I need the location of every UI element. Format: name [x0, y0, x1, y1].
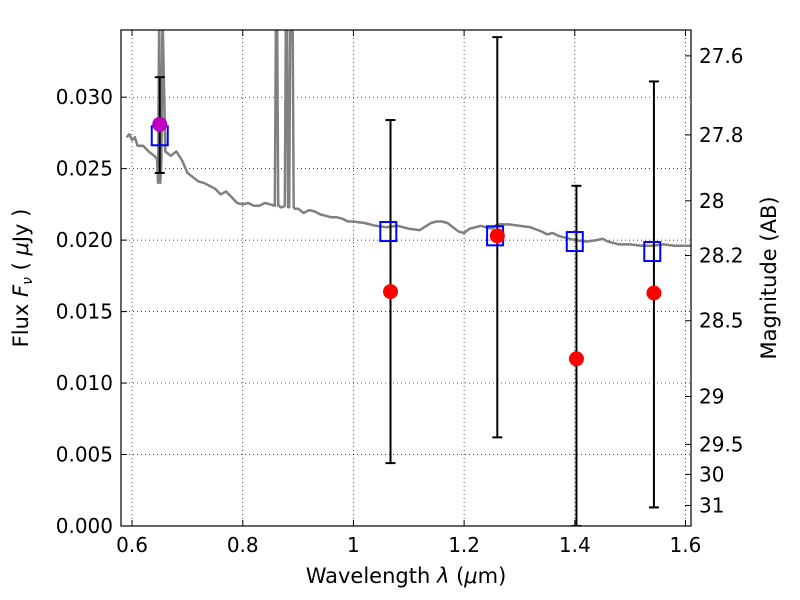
magnitude-tick-label: 29.5: [699, 432, 744, 456]
magnitude-tick-label: 28: [699, 189, 724, 213]
magnitude-tick-label: 27.6: [699, 44, 744, 68]
y-tick-label: 0.005: [56, 443, 113, 467]
observed-point: [568, 351, 584, 367]
model-band-square: [379, 221, 398, 243]
plot-data: [125, 30, 691, 526]
magnitude-tick-label: 27.8: [699, 123, 744, 147]
y-tick-label: 0.030: [56, 85, 113, 109]
x-tick-label: 1: [347, 533, 360, 557]
y-tick-label: 0.025: [56, 157, 113, 181]
magnitude-tick-label: 29: [699, 384, 724, 408]
x-axis-title: Wavelength λ (μm): [306, 564, 507, 588]
x-tick-label: 1.6: [670, 533, 702, 557]
y-tick-label: 0.010: [56, 371, 113, 395]
magnitude-tick-label: 28.2: [699, 244, 744, 268]
observed-point: [383, 284, 399, 300]
observed-point: [152, 116, 168, 132]
y-tick-label: 0.020: [56, 228, 113, 252]
plot-frame: [120, 29, 692, 527]
magnitude-tick-label: 31: [699, 493, 724, 517]
y-axis-title: Flux Fν ( μJy ): [9, 209, 36, 348]
x-tick-label: 0.8: [227, 533, 259, 557]
axis-ticks: 0.6 0.8 1 1.2 1.4 1.6 0.000 0.005 0.010 0.015 0.02…: [56, 30, 744, 557]
magnitude-tick-label: 28.5: [699, 309, 744, 333]
x-tick-label: 1.4: [559, 533, 591, 557]
magnitude-tick-label: 30: [699, 462, 724, 486]
observed-point: [489, 228, 505, 244]
observed-point: [646, 285, 662, 301]
x-tick-label: 0.6: [116, 533, 148, 557]
y-right-axis-title: Magnitude (AB): [757, 196, 781, 359]
model-spectrum-line: [125, 30, 691, 248]
model-band-square: [643, 241, 662, 263]
x-tick-label: 1.2: [448, 533, 480, 557]
y-tick-label: 0.000: [56, 514, 113, 538]
grid: [121, 30, 691, 527]
y-tick-label: 0.015: [56, 300, 113, 324]
model-band-square: [565, 231, 584, 253]
